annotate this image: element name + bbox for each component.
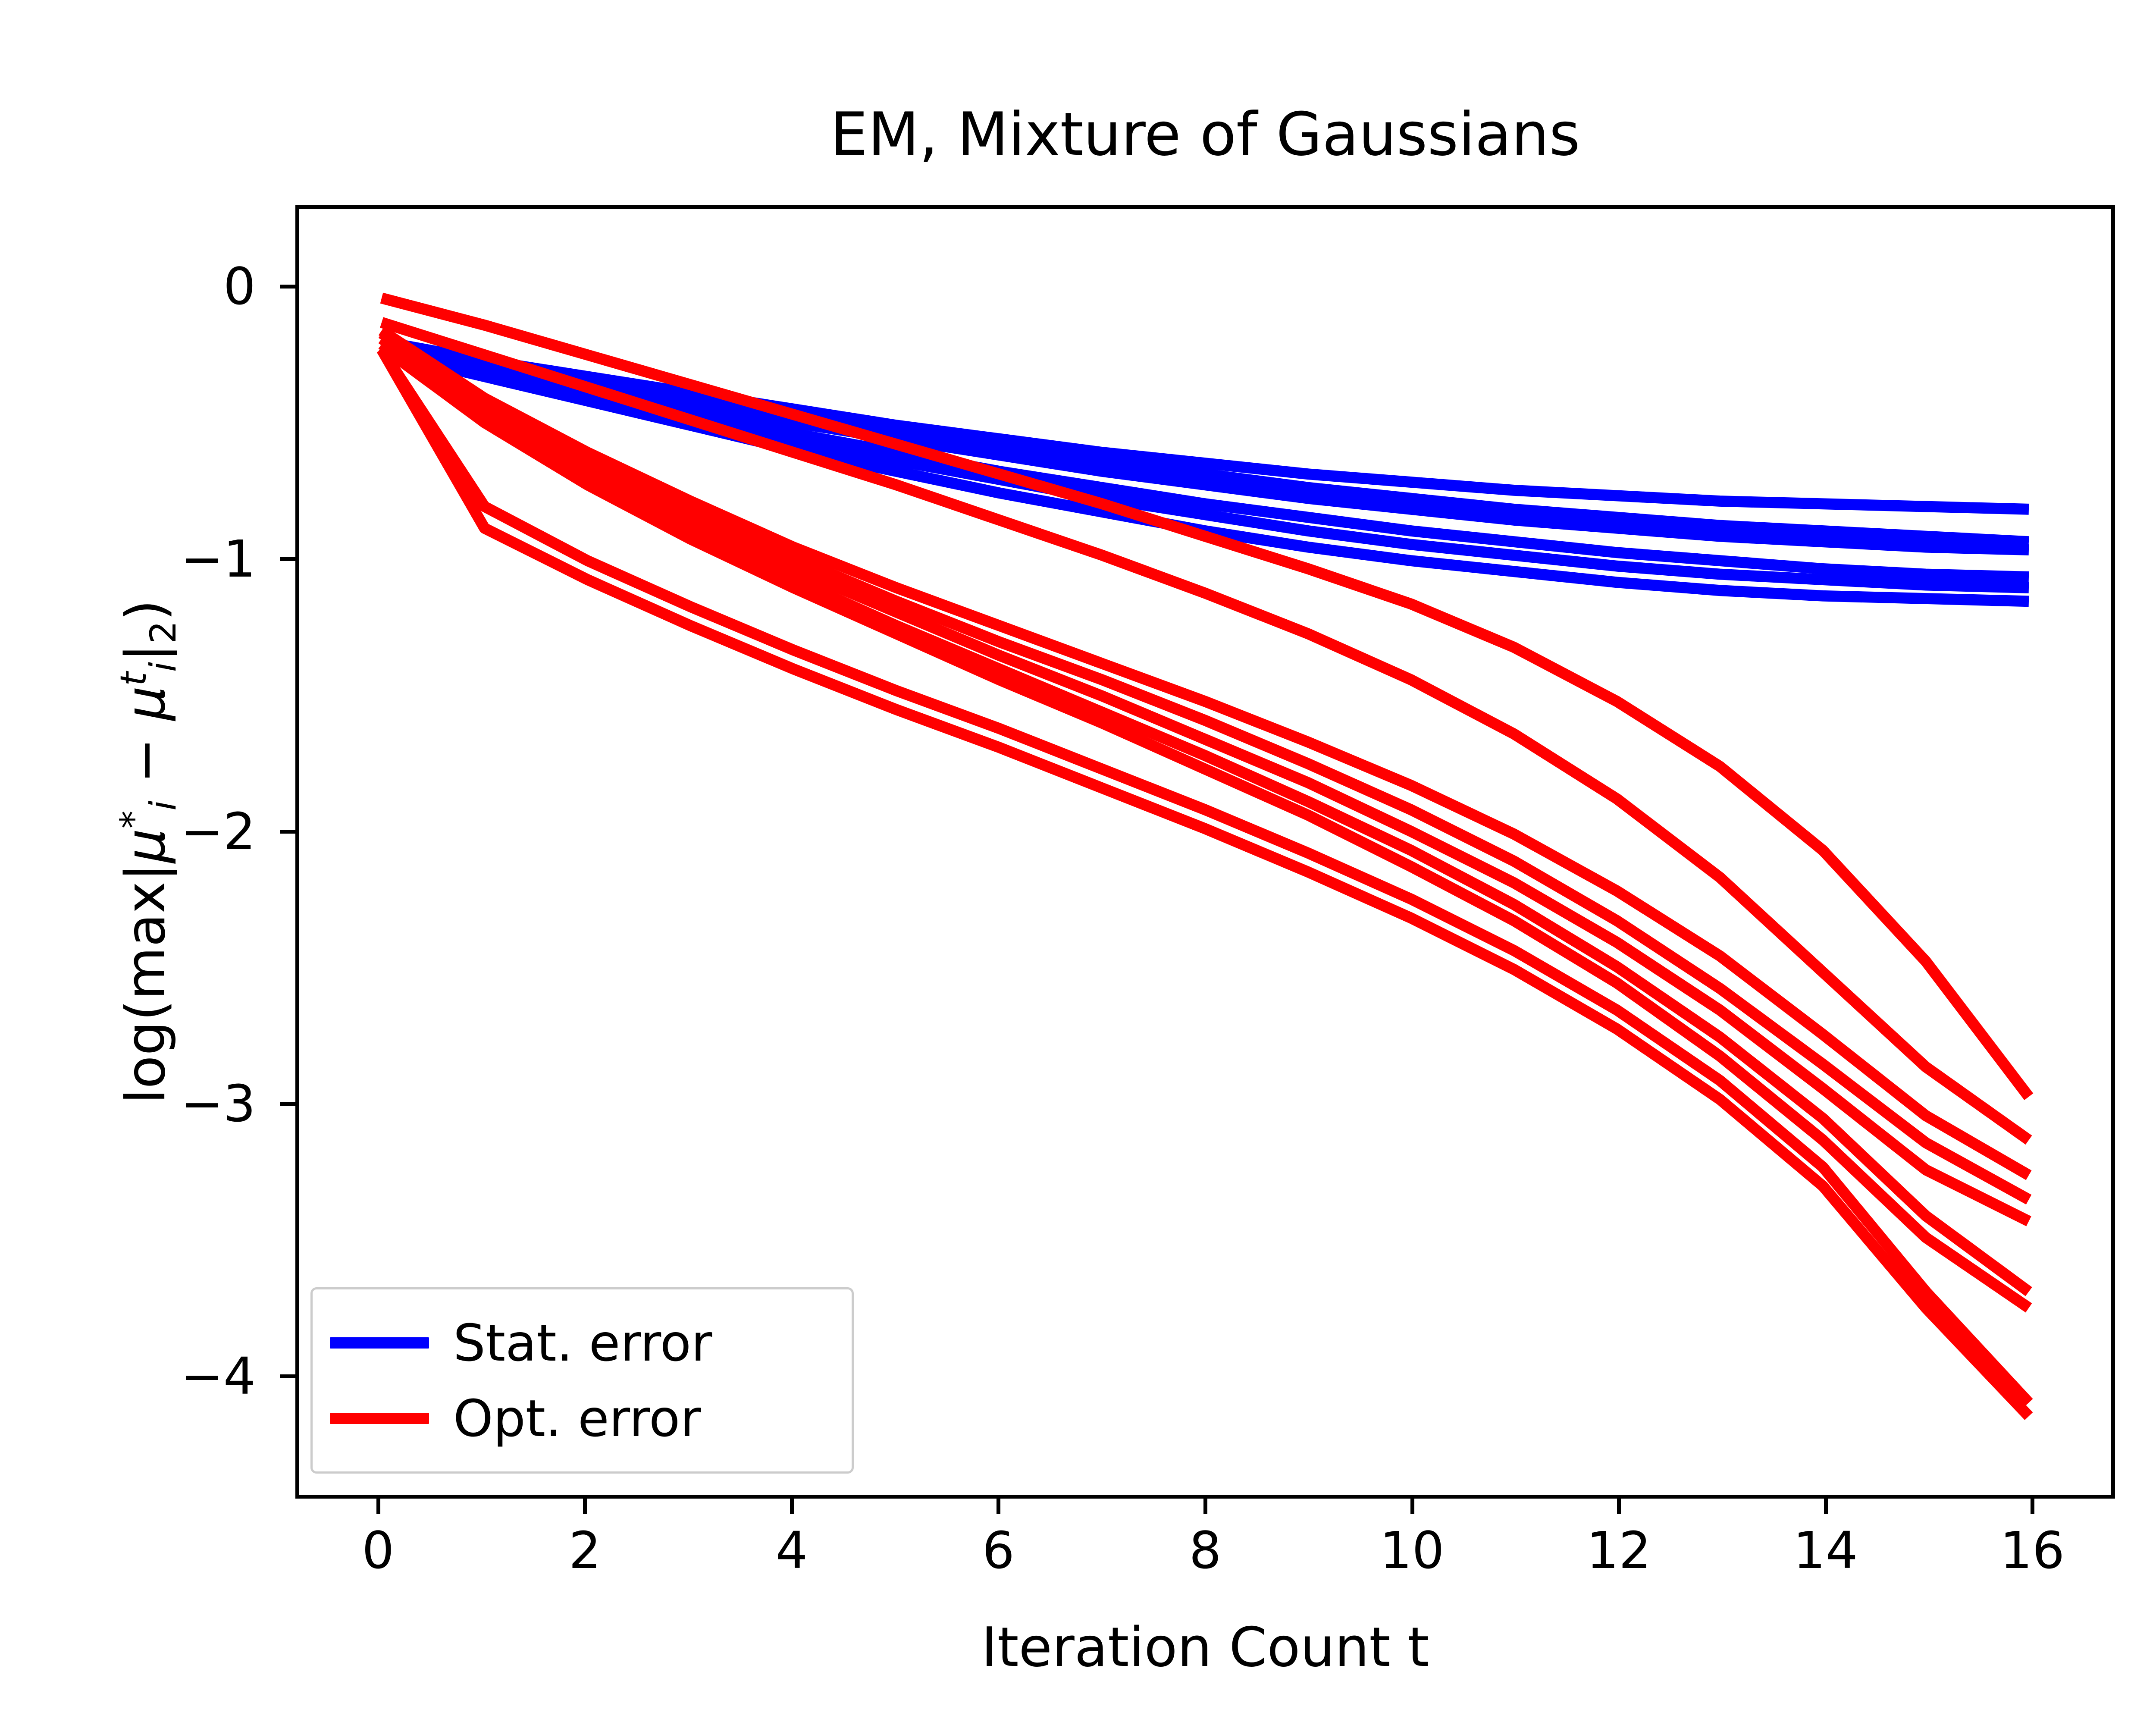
y-tick-mark	[280, 829, 295, 834]
x-tick-label: 8	[1189, 1521, 1222, 1580]
y-tick-label: 0	[223, 257, 256, 317]
ylabel-bar: |	[114, 643, 177, 662]
x-tick-mark	[1617, 1499, 1621, 1514]
ylabel-mu-t-sup: t	[113, 672, 154, 686]
series-line	[380, 292, 2034, 1100]
y-tick-mark	[280, 1102, 295, 1106]
legend-swatch-opt-error	[330, 1412, 429, 1424]
ylabel-mu-star-sub: i	[142, 800, 185, 811]
legend-label-stat-error: Stat. error	[453, 1313, 712, 1373]
series-line	[380, 317, 2032, 1145]
ylabel-mu-star-sup: *	[113, 810, 154, 829]
x-tick-mark	[376, 1499, 380, 1514]
ylabel-norm-sub: 2	[142, 621, 185, 644]
x-tick-mark	[1410, 1499, 1414, 1514]
ylabel-suffix: )	[114, 599, 177, 621]
x-tick-label: 6	[982, 1521, 1015, 1580]
y-axis-label: log(max|μ*i − μti|2)	[101, 205, 184, 1499]
legend[interactable]: Stat. error Opt. error	[310, 1287, 854, 1474]
series-line	[376, 347, 2033, 1420]
x-tick-label: 2	[568, 1521, 601, 1580]
ylabel-prefix: log(max|	[114, 863, 177, 1104]
y-tick-label: −2	[181, 801, 256, 861]
series-line	[378, 339, 2032, 1296]
x-tick-label: 10	[1379, 1521, 1445, 1580]
plot-lines	[376, 292, 2034, 1420]
x-tick-label: 14	[1793, 1521, 1858, 1580]
series-line	[378, 334, 2031, 1226]
ylabel-mu-star: μ	[114, 828, 177, 863]
x-tick-label: 4	[775, 1521, 808, 1580]
x-tick-mark	[2031, 1499, 2035, 1514]
x-tick-mark	[1824, 1499, 1828, 1514]
ylabel-mu-t-sub: i	[142, 662, 185, 672]
series-line	[378, 326, 2032, 1180]
y-tick-mark	[280, 557, 295, 561]
legend-item-stat-error[interactable]: Stat. error	[330, 1305, 834, 1380]
legend-item-opt-error[interactable]: Opt. error	[330, 1380, 834, 1456]
y-tick-mark	[280, 285, 295, 289]
series-line	[378, 329, 2032, 1205]
x-tick-label: 0	[362, 1521, 395, 1580]
chart-title: EM, Mixture of Gaussians	[830, 100, 1580, 169]
legend-label-opt-error: Opt. error	[453, 1388, 701, 1448]
x-tick-mark	[1203, 1499, 1207, 1514]
x-tick-label: 16	[2000, 1521, 2065, 1580]
series-line	[378, 342, 2032, 1313]
ylabel-minus: −	[114, 720, 177, 801]
y-tick-label: −1	[181, 529, 256, 589]
legend-swatch-stat-error	[330, 1337, 429, 1349]
x-tick-mark	[997, 1499, 1001, 1514]
x-tick-mark	[583, 1499, 587, 1514]
y-tick-mark	[280, 1374, 295, 1378]
y-tick-label: −4	[181, 1346, 256, 1406]
series-line	[380, 341, 2029, 555]
x-tick-mark	[790, 1499, 794, 1514]
ylabel-mu-t: μ	[114, 686, 177, 721]
plot-area	[295, 205, 2115, 1499]
series-line	[377, 346, 2033, 1407]
x-tick-label: 12	[1586, 1521, 1651, 1580]
y-tick-label: −3	[181, 1074, 256, 1134]
x-axis-label: Iteration Count t	[981, 1615, 1429, 1679]
